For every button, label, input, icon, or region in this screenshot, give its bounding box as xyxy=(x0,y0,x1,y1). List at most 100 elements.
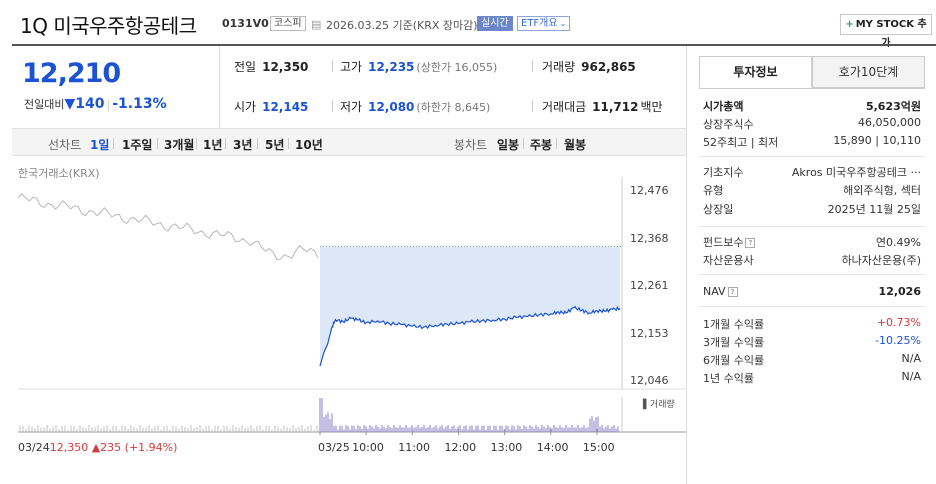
candle-monthly[interactable]: 월봉 xyxy=(564,138,587,152)
x-tick-label: 10:00 xyxy=(352,441,384,454)
down-triangle-icon: ▼ xyxy=(64,96,76,112)
row-return-1m: 1개월 수익률 +0.73% xyxy=(703,316,921,332)
etf-overview-label: ETF개요 xyxy=(521,18,558,29)
open-value: 12,145 xyxy=(262,100,309,114)
x-tick-label: 14:00 xyxy=(536,441,569,454)
x-tick-label: 12:00 xyxy=(444,441,477,454)
return-1y-label: 1년 수익률 xyxy=(703,372,754,385)
period-1d[interactable]: 1일 xyxy=(90,138,110,152)
divider xyxy=(225,138,226,149)
realtime-button[interactable]: 실시간 xyxy=(477,16,513,31)
period-selector: 선차트 1일 1주일 3개월 1년 3년 5년 10년 봉차트 일봉 주봉 월봉 xyxy=(12,128,686,156)
stat-amount: 거래대금 11,712 백만 xyxy=(542,98,663,115)
row-fee: 펀드보수? 연0.49% xyxy=(703,234,921,250)
return-6m-label: 6개월 수익률 xyxy=(703,354,765,367)
return-3m-label: 3개월 수익률 xyxy=(703,336,765,349)
divider xyxy=(556,138,557,149)
period-1w[interactable]: 1주일 xyxy=(122,138,153,152)
tab-investment-info[interactable]: 투자정보 xyxy=(699,56,812,88)
stat-open: 시가 12,145 xyxy=(234,98,308,115)
type-label: 유형 xyxy=(703,184,724,197)
divider xyxy=(699,274,925,275)
listed-label: 상장일 xyxy=(703,203,734,216)
volume-axis-label: ▌거래량 xyxy=(643,400,675,410)
today-price-line xyxy=(319,305,621,367)
prev-label: 전일 xyxy=(234,60,257,74)
fee-value: 연0.49% xyxy=(875,236,921,249)
shares-label: 상장주식수 xyxy=(703,118,754,131)
prev-day-series xyxy=(17,193,319,261)
chart-svg xyxy=(17,177,686,435)
row-return-3m: 3개월 수익률 -10.25% xyxy=(703,334,921,350)
week52-value: 15,890 | 10,110 xyxy=(833,134,921,147)
volume-axis-text: 거래량 xyxy=(649,400,675,410)
divider xyxy=(288,138,289,149)
market-cap-value: 5,623억원 xyxy=(865,100,921,113)
help-icon[interactable]: ? xyxy=(745,238,756,248)
chevron-down-icon: ⌄ xyxy=(559,19,567,28)
price-change: 전일대비▼140 | -1.13% xyxy=(24,96,167,112)
candle-daily[interactable]: 일봉 xyxy=(497,138,520,152)
return-1y-value: N/A xyxy=(901,370,921,383)
line-chart-label: 선차트 xyxy=(48,138,82,152)
y-tick-label: 12,153 xyxy=(630,326,669,340)
manager-label: 자산운용사 xyxy=(703,254,754,267)
mystock-add-button[interactable]: +MY STOCK 추가 xyxy=(840,14,932,49)
upper-limit: (상한가 16,055) xyxy=(416,61,498,74)
shares-value: 46,050,000 xyxy=(858,116,921,129)
help-icon[interactable]: ? xyxy=(727,287,738,297)
row-shares: 상장주식수 46,050,000 xyxy=(703,116,921,132)
current-price: 12,210 xyxy=(22,58,121,89)
tab-underline xyxy=(699,88,925,89)
amount-value: 11,712 xyxy=(592,100,639,114)
change-separator: | xyxy=(106,98,111,111)
divider xyxy=(699,156,925,157)
divider xyxy=(532,100,533,112)
header-divider xyxy=(12,44,936,46)
y-tick-label: 12,046 xyxy=(630,374,669,387)
stat-volume: 거래량 962,865 xyxy=(542,58,636,75)
below-reference-fill xyxy=(320,246,620,366)
period-1y[interactable]: 1년 xyxy=(203,138,223,152)
low-label: 저가 xyxy=(340,100,363,114)
calendar-icon: ▤ xyxy=(311,18,322,31)
high-value: 12,235 xyxy=(368,60,415,74)
change-percent: -1.13% xyxy=(112,96,167,112)
candle-chart-label: 봉차트 xyxy=(454,138,488,152)
index-value: Akros 미국우주항공테크 ··· xyxy=(791,166,921,179)
price-chart[interactable]: 한국거래소(KRX) 12,476 12,368 12,261 12,153 12,04… xyxy=(0,157,686,484)
period-5y[interactable]: 5년 xyxy=(265,138,285,152)
week52-label: 52주최고 | 최저 xyxy=(703,136,779,149)
plus-icon: + xyxy=(845,19,854,30)
index-label: 기초지수 xyxy=(703,166,744,179)
period-3m[interactable]: 3개월 xyxy=(164,138,195,152)
high-label: 고가 xyxy=(340,60,363,74)
prev-date: 03/24 xyxy=(18,441,50,454)
x-tick-label: 03/25 xyxy=(318,441,350,454)
info-tabs: 투자정보 호가10단계 xyxy=(699,56,925,88)
open-label: 시가 xyxy=(234,100,257,114)
etf-overview-dropdown[interactable]: ETF개요 ⌄ xyxy=(517,16,571,31)
change-amount: 140 xyxy=(75,96,105,112)
listed-value: 2025년 11월 25일 xyxy=(827,203,921,216)
divider xyxy=(157,138,158,149)
today-series xyxy=(319,246,622,367)
divider xyxy=(196,138,197,149)
market-cap-label: 시가총액 xyxy=(703,100,744,113)
period-3y[interactable]: 3년 xyxy=(233,138,253,152)
y-tick-label: 12,368 xyxy=(630,231,669,245)
period-10y[interactable]: 10년 xyxy=(295,138,323,152)
low-value: 12,080 xyxy=(368,100,415,114)
price-stats: 전일 12,350 고가 12,235 (상한가 16,055) 거래량 962,865… xyxy=(220,46,686,128)
info-panel: 투자정보 호가10단계 시가총액 5,623억원 상장주식수 46,050,000 … xyxy=(686,46,936,484)
page-header: 1Q 미국우주항공테크 0131V0 코스피 ▤ 2026.03.25 기준(K… xyxy=(0,0,936,49)
tab-orderbook[interactable]: 호가10단계 xyxy=(812,56,925,88)
return-3m-value: -10.25% xyxy=(875,334,921,347)
prev-close: 12,350 xyxy=(49,441,89,454)
nav-value: 12,026 xyxy=(878,285,921,298)
row-nav: NAV? 12,026 xyxy=(703,285,921,301)
amount-label: 거래대금 xyxy=(542,100,587,114)
row-return-6m: 6개월 수익률 N/A xyxy=(703,352,921,368)
prev-day-line xyxy=(17,193,319,261)
candle-weekly[interactable]: 주봉 xyxy=(530,138,553,152)
